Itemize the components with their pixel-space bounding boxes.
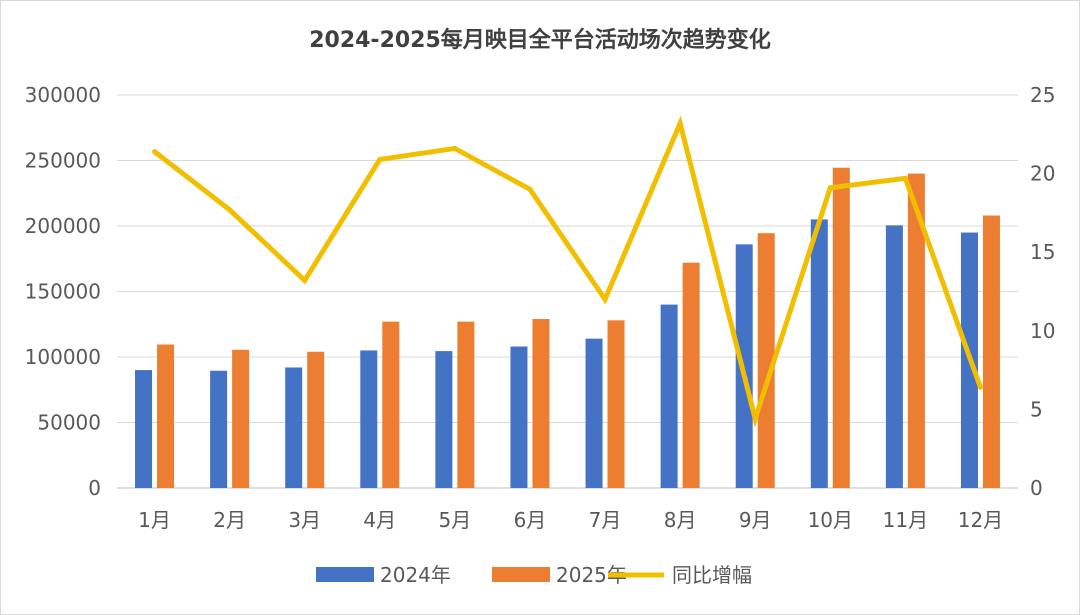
growth-line-point: [827, 185, 833, 191]
growth-line-point: [977, 384, 983, 390]
growth-line-path: [153, 115, 983, 428]
right-tick-label: 5: [1030, 397, 1043, 421]
gridlines: [117, 94, 1018, 489]
legend: 2024年 2025年 同比增幅: [316, 563, 752, 587]
growth-line-point: [302, 277, 308, 283]
right-tick-label: 20: [1030, 162, 1055, 186]
right-tick-label: 15: [1030, 240, 1055, 264]
bar-series2: [832, 167, 850, 488]
left-tick-label: 250000: [25, 149, 101, 173]
bar-series2: [157, 344, 175, 488]
x-tick-label: 8月: [664, 508, 697, 532]
left-tick-label: 50000: [37, 411, 101, 435]
growth-line-point: [752, 416, 758, 422]
legend-swatch: [492, 567, 550, 582]
x-tick-label: 10月: [808, 508, 853, 532]
growth-line-point: [452, 145, 458, 151]
x-tick-label: 11月: [883, 508, 928, 532]
bar-series1: [510, 346, 528, 488]
growth-line-point: [527, 186, 533, 192]
bar-series1: [435, 351, 453, 488]
bar-series2: [682, 262, 700, 488]
x-tick-label: 1月: [138, 508, 171, 532]
right-tick-label: 10: [1030, 319, 1055, 343]
bar-series1: [585, 338, 603, 488]
growth-line-point: [227, 207, 233, 213]
growth-line-point: [602, 296, 608, 302]
x-tick-label: 6月: [514, 508, 547, 532]
growth-line: [152, 115, 983, 428]
chart-title: 2024-2025每月映目全平台活动场次趋势变化: [309, 27, 771, 53]
bar-series2: [982, 215, 1000, 488]
growth-line-point: [377, 156, 383, 162]
growth-line-point: [677, 120, 683, 126]
right-axis-ticks: 0 5 10 15 20 25: [1030, 83, 1055, 500]
left-tick-label: 0: [88, 476, 101, 500]
bar-series2: [532, 319, 550, 488]
bar-series1: [360, 350, 378, 488]
bar-series2: [907, 173, 925, 488]
bar-series2: [382, 321, 400, 488]
bar-series1: [285, 367, 303, 488]
left-axis-ticks: 0 50000 100000 150000 200000 250000 300000: [25, 83, 101, 500]
left-tick-label: 200000: [25, 214, 101, 238]
right-tick-label: 0: [1030, 476, 1043, 500]
legend-label: 同比增幅: [672, 563, 752, 587]
right-tick-label: 25: [1030, 83, 1055, 107]
bar-series2: [232, 349, 250, 488]
bar-series1: [885, 225, 903, 488]
left-tick-label: 100000: [25, 345, 101, 369]
left-tick-label: 300000: [25, 83, 101, 107]
legend-swatch: [316, 567, 374, 582]
x-tick-label: 7月: [589, 508, 622, 532]
bar-series1: [660, 304, 678, 488]
x-tick-label: 2月: [213, 508, 246, 532]
x-tick-label: 4月: [363, 508, 396, 532]
bar-series1: [135, 370, 153, 488]
bar-series2: [457, 321, 475, 488]
bars: [135, 167, 1000, 488]
bar-series2: [757, 233, 775, 488]
growth-line-point: [902, 175, 908, 181]
x-tick-label: 12月: [958, 508, 1003, 532]
bar-series2: [307, 351, 325, 488]
x-tick-label: 9月: [739, 508, 772, 532]
x-axis-ticks: 1月 2月 3月 4月 5月 6月 7月 8月 9月 10月 11月 12月: [138, 508, 1003, 532]
growth-line-point: [152, 149, 158, 155]
left-tick-label: 150000: [25, 280, 101, 304]
legend-label: 2024年: [380, 563, 451, 587]
bar-series1: [810, 219, 828, 488]
bar-series2: [607, 320, 625, 488]
bar-series1: [210, 370, 228, 488]
x-tick-label: 5月: [439, 508, 472, 532]
x-tick-label: 3月: [288, 508, 321, 532]
